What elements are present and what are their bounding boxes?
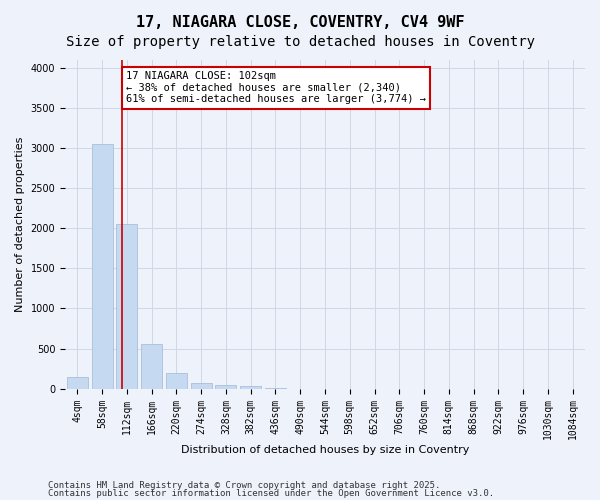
X-axis label: Distribution of detached houses by size in Coventry: Distribution of detached houses by size …: [181, 445, 469, 455]
Y-axis label: Number of detached properties: Number of detached properties: [15, 136, 25, 312]
Bar: [166, 374, 187, 388]
Bar: [116, 224, 137, 388]
Bar: [215, 384, 236, 388]
Text: Size of property relative to detached houses in Coventry: Size of property relative to detached ho…: [65, 35, 535, 49]
Bar: [191, 382, 212, 388]
Bar: [67, 376, 88, 388]
Text: 17 NIAGARA CLOSE: 102sqm
← 38% of detached houses are smaller (2,340)
61% of sem: 17 NIAGARA CLOSE: 102sqm ← 38% of detach…: [126, 71, 426, 104]
Text: Contains HM Land Registry data © Crown copyright and database right 2025.: Contains HM Land Registry data © Crown c…: [48, 481, 440, 490]
Bar: [141, 344, 162, 388]
Text: Contains public sector information licensed under the Open Government Licence v3: Contains public sector information licen…: [48, 488, 494, 498]
Bar: [240, 386, 261, 388]
Bar: [92, 144, 113, 388]
Text: 17, NIAGARA CLOSE, COVENTRY, CV4 9WF: 17, NIAGARA CLOSE, COVENTRY, CV4 9WF: [136, 15, 464, 30]
